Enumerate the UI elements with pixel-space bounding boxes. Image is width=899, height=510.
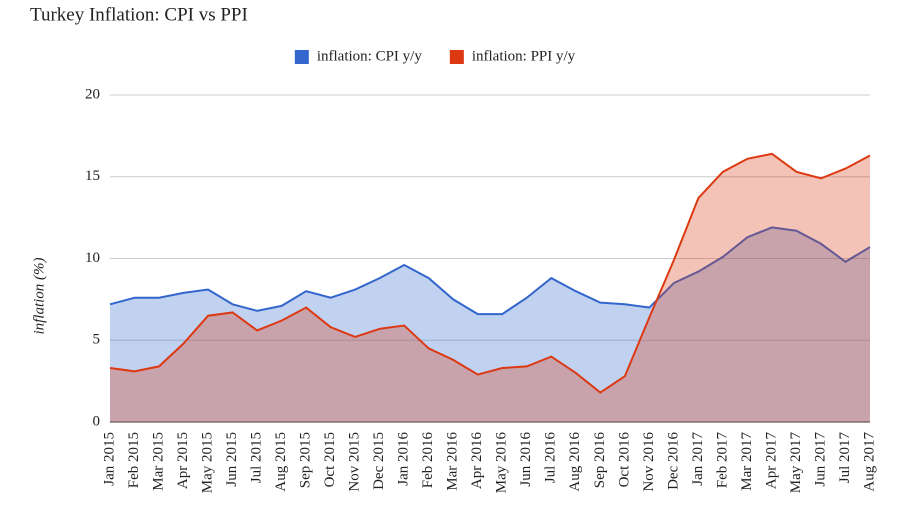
x-tick-label: Apr 2016 [469,432,485,490]
line [109,226,871,316]
x-tick-label: Jul 2017 [837,432,853,484]
x-tick-label: May 2015 [200,432,216,493]
x-tick-label: Feb 2016 [420,432,436,489]
x-tick-label: Aug 2015 [273,432,289,492]
x-tick-label: Mar 2016 [445,432,461,491]
x-tick-label: Jun 2017 [812,432,828,487]
y-tick-label: 5 [93,332,101,348]
x-tick-label: Jun 2015 [224,432,240,487]
x-tick-label: Oct 2016 [616,432,632,488]
legend-label: inflation: CPI y/y [317,48,423,64]
x-tick-label: Nov 2015 [347,432,363,492]
legend-swatch [294,50,309,64]
y-tick-label: 20 [85,86,100,102]
y-tick-label: 10 [85,250,100,266]
x-tick-label: Oct 2015 [322,432,338,487]
y-tick-label: 15 [85,168,100,184]
x-tick-label: Feb 2015 [126,432,142,488]
x-tick-label: Nov 2016 [641,432,657,492]
y-tick-label: 0 [93,413,101,429]
legend: inflation: CPI y/y inflation: PPI y/y [294,48,576,64]
x-tick-label: May 2016 [494,432,510,494]
x-tick-label: Jan 2015 [101,432,117,486]
x-tick-label: Sep 2015 [298,432,314,488]
x-tick-label: Aug 2016 [567,432,583,492]
x-tick-label: Apr 2017 [763,432,779,490]
x-tick-label: Jul 2015 [249,432,265,483]
x-tick-label: Feb 2017 [714,432,730,489]
x-tick-label: Sep 2016 [592,432,608,489]
x-tick-label: May 2017 [788,432,804,494]
x-tick-label: Jan 2017 [690,432,706,486]
x-tick-label: Dec 2015 [371,432,387,490]
area [110,227,870,422]
legend-label: inflation: PPI y/y [472,48,576,64]
x-tick-label: Aug 2017 [861,432,877,492]
area [110,153,870,423]
y-axis-label: inflation (%) [31,257,47,334]
x-tick-label: Jul 2016 [543,432,559,484]
x-tick-label: Mar 2015 [150,432,166,491]
x-tick-label: Jun 2016 [518,432,534,487]
x-tick-label: Dec 2016 [665,432,681,490]
x-tick-label: Mar 2017 [739,432,755,491]
chart-title: Turkey Inflation: CPI vs PPI [30,4,248,25]
legend-swatch [449,50,464,64]
x-tick-label: Jan 2016 [396,432,412,486]
x-tick-label: Apr 2015 [175,432,191,489]
line [109,152,871,394]
